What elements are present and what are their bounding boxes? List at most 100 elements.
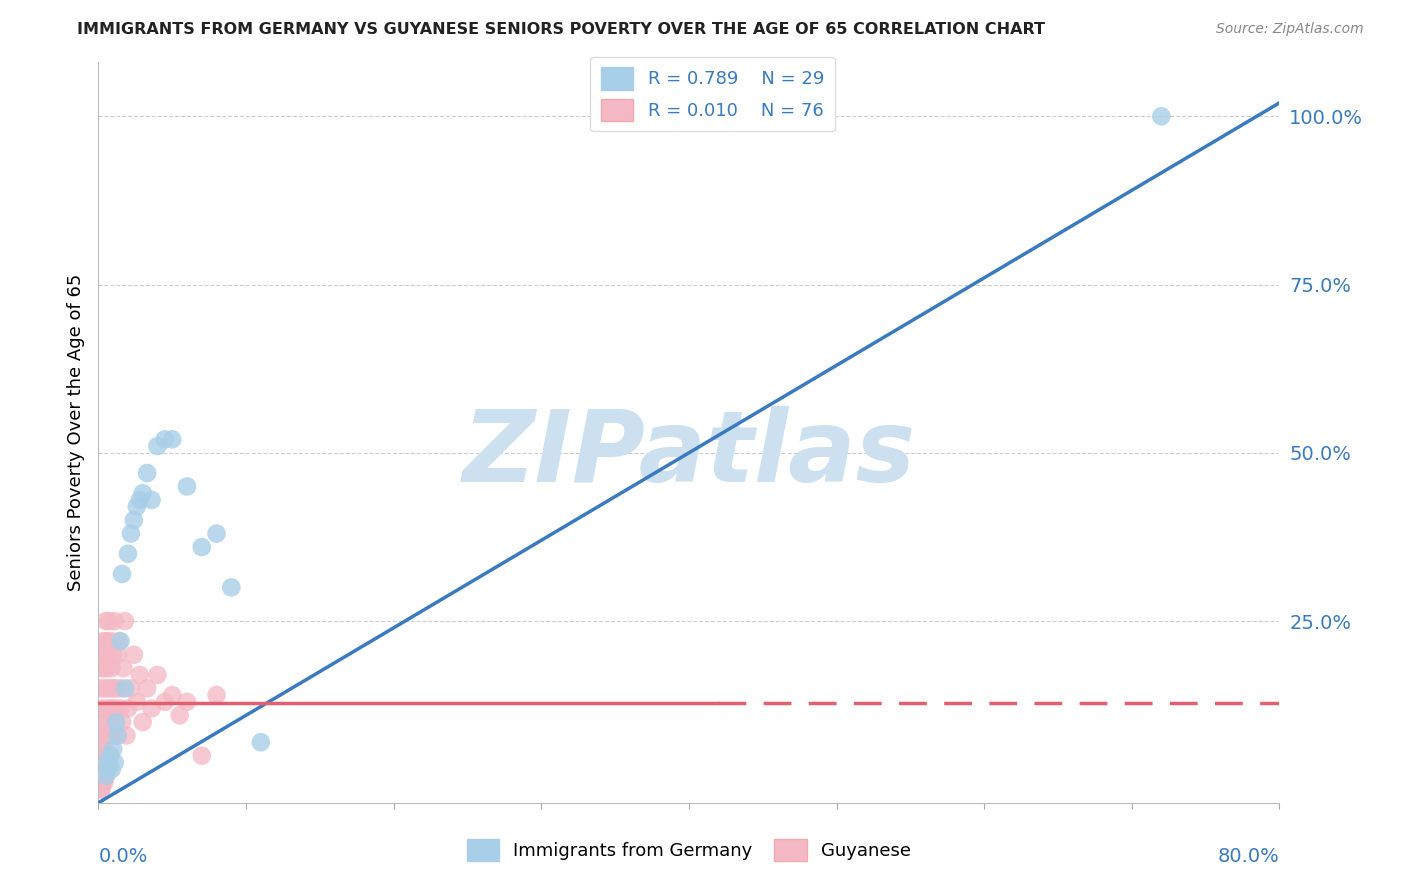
- Point: [108, 634, 131, 648]
- Point: [104, 756, 127, 770]
- Point: [125, 500, 148, 514]
- Point: [114, 681, 136, 696]
- Point: [153, 433, 176, 447]
- Point: [176, 479, 198, 493]
- Text: 0.0%: 0.0%: [98, 847, 148, 866]
- Point: [97, 701, 120, 715]
- Point: [96, 756, 118, 770]
- Point: [146, 668, 169, 682]
- Point: [91, 648, 114, 662]
- Point: [93, 701, 115, 715]
- Point: [94, 614, 117, 628]
- Point: [117, 701, 139, 715]
- Point: [94, 634, 117, 648]
- Point: [111, 566, 134, 581]
- Point: [94, 769, 117, 783]
- Point: [128, 668, 150, 682]
- Point: [105, 681, 128, 696]
- Point: [98, 748, 121, 763]
- Point: [94, 714, 117, 729]
- Point: [1150, 109, 1173, 123]
- Point: [97, 614, 120, 628]
- Point: [122, 513, 145, 527]
- Text: Source: ZipAtlas.com: Source: ZipAtlas.com: [1216, 22, 1364, 37]
- Point: [120, 526, 142, 541]
- Point: [107, 729, 129, 743]
- Point: [93, 735, 115, 749]
- Point: [221, 581, 243, 595]
- Point: [90, 782, 112, 797]
- Point: [205, 688, 228, 702]
- Point: [107, 729, 129, 743]
- Point: [120, 681, 142, 696]
- Point: [97, 762, 120, 776]
- Point: [90, 729, 112, 743]
- Point: [104, 614, 127, 628]
- Point: [125, 695, 148, 709]
- Point: [89, 756, 111, 770]
- Point: [117, 547, 139, 561]
- Point: [191, 748, 214, 763]
- Point: [107, 648, 129, 662]
- Point: [96, 756, 118, 770]
- Point: [91, 714, 114, 729]
- Point: [97, 648, 120, 662]
- Point: [112, 661, 135, 675]
- Point: [128, 492, 150, 507]
- Point: [100, 762, 122, 776]
- Point: [89, 701, 111, 715]
- Point: [141, 701, 163, 715]
- Point: [93, 775, 115, 789]
- Point: [110, 701, 132, 715]
- Point: [169, 708, 191, 723]
- Point: [90, 661, 112, 675]
- Point: [100, 634, 122, 648]
- Point: [96, 762, 118, 776]
- Point: [103, 648, 125, 662]
- Point: [153, 695, 176, 709]
- Point: [91, 775, 114, 789]
- Point: [89, 748, 111, 763]
- Point: [93, 648, 115, 662]
- Point: [110, 681, 132, 696]
- Point: [96, 634, 118, 648]
- Point: [98, 748, 121, 763]
- Point: [162, 433, 183, 447]
- Point: [90, 742, 112, 756]
- Text: ZIPatlas: ZIPatlas: [463, 407, 915, 503]
- Legend: Immigrants from Germany, Guyanese: Immigrants from Germany, Guyanese: [460, 831, 918, 868]
- Point: [136, 466, 159, 480]
- Point: [103, 681, 125, 696]
- Point: [94, 729, 117, 743]
- Point: [110, 634, 132, 648]
- Point: [105, 701, 128, 715]
- Point: [122, 648, 145, 662]
- Point: [136, 681, 159, 696]
- Point: [91, 756, 114, 770]
- Point: [191, 540, 214, 554]
- Point: [105, 714, 128, 729]
- Text: IMMIGRANTS FROM GERMANY VS GUYANESE SENIORS POVERTY OVER THE AGE OF 65 CORRELATI: IMMIGRANTS FROM GERMANY VS GUYANESE SENI…: [77, 22, 1045, 37]
- Point: [115, 729, 138, 743]
- Point: [90, 782, 112, 797]
- Point: [94, 769, 117, 783]
- Point: [114, 614, 136, 628]
- Point: [91, 769, 114, 783]
- Point: [104, 714, 127, 729]
- Point: [103, 701, 125, 715]
- Point: [111, 714, 134, 729]
- Y-axis label: Seniors Poverty Over the Age of 65: Seniors Poverty Over the Age of 65: [66, 274, 84, 591]
- Point: [100, 729, 122, 743]
- Point: [98, 681, 121, 696]
- Point: [93, 681, 115, 696]
- Point: [132, 714, 155, 729]
- Point: [90, 681, 112, 696]
- Point: [97, 729, 120, 743]
- Point: [100, 661, 122, 675]
- Point: [93, 661, 115, 675]
- Point: [141, 492, 163, 507]
- Point: [96, 681, 118, 696]
- Point: [162, 688, 183, 702]
- Point: [94, 762, 117, 776]
- Point: [97, 762, 120, 776]
